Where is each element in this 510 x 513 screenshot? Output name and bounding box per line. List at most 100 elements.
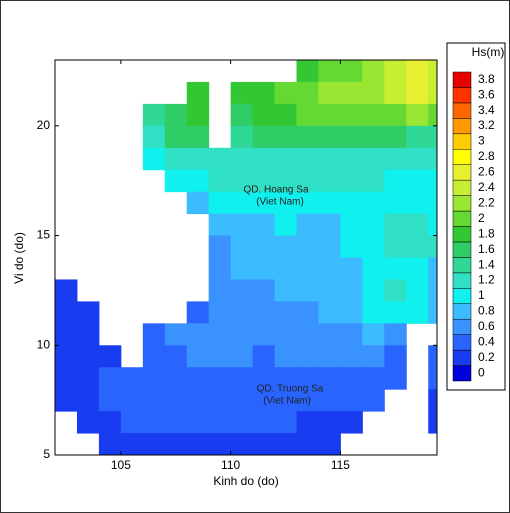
cell bbox=[164, 367, 188, 390]
cell bbox=[164, 345, 188, 368]
cell bbox=[340, 301, 363, 324]
cell bbox=[208, 191, 232, 215]
cell bbox=[296, 147, 319, 171]
cell bbox=[55, 323, 78, 346]
cell bbox=[318, 257, 341, 280]
cell bbox=[428, 301, 437, 324]
cell bbox=[230, 345, 254, 368]
cell bbox=[274, 323, 297, 346]
cell bbox=[362, 323, 385, 346]
cell bbox=[230, 279, 254, 302]
colorbar-swatch bbox=[452, 272, 472, 289]
cell bbox=[362, 60, 385, 83]
cell bbox=[186, 367, 210, 390]
cell bbox=[362, 257, 385, 280]
colorbar-swatch bbox=[452, 318, 472, 335]
cell bbox=[186, 345, 210, 368]
cell bbox=[55, 367, 78, 390]
colorbar-tick-label: 3.8 bbox=[478, 72, 495, 86]
cell bbox=[384, 81, 407, 105]
colorbar-tick-label: 3.6 bbox=[478, 87, 495, 101]
cell bbox=[384, 367, 407, 390]
cell bbox=[296, 81, 319, 105]
cell bbox=[252, 367, 276, 390]
cell bbox=[208, 169, 232, 193]
colorbar-swatch bbox=[452, 226, 472, 243]
cell bbox=[406, 103, 429, 127]
cell bbox=[208, 147, 232, 171]
cell bbox=[98, 433, 122, 455]
cell bbox=[318, 60, 341, 83]
cell bbox=[274, 81, 297, 105]
cell bbox=[208, 433, 232, 455]
cell bbox=[296, 257, 319, 280]
cell bbox=[296, 367, 319, 390]
cell bbox=[186, 323, 210, 346]
cell bbox=[274, 191, 297, 215]
cell bbox=[318, 125, 341, 149]
cell bbox=[318, 213, 341, 237]
colorbar-swatch bbox=[452, 241, 472, 258]
cell bbox=[318, 81, 341, 105]
colorbar-swatch bbox=[452, 257, 472, 274]
cell bbox=[428, 389, 437, 412]
colorbar-swatch bbox=[452, 349, 472, 366]
cell bbox=[362, 147, 385, 171]
cell bbox=[362, 345, 385, 368]
cell bbox=[296, 279, 319, 302]
cell bbox=[296, 235, 319, 258]
cell bbox=[252, 323, 276, 346]
cell bbox=[76, 301, 100, 324]
colorbar-swatch bbox=[452, 288, 472, 304]
cell bbox=[428, 147, 437, 171]
cell bbox=[406, 81, 429, 105]
cell bbox=[406, 257, 429, 280]
cell bbox=[274, 257, 297, 280]
cell bbox=[340, 125, 363, 149]
cell bbox=[252, 301, 276, 324]
cell bbox=[230, 301, 254, 324]
colorbar-swatch bbox=[452, 118, 472, 135]
y-tick-label: 5 bbox=[43, 447, 50, 461]
cell bbox=[406, 169, 429, 193]
cell bbox=[186, 103, 210, 127]
cell bbox=[340, 411, 363, 434]
cell bbox=[274, 367, 297, 390]
colorbar-tick-label: 0 bbox=[478, 365, 485, 379]
cell bbox=[362, 191, 385, 215]
cell bbox=[428, 257, 437, 280]
colorbar-tick-label: 0.2 bbox=[478, 350, 495, 364]
cell bbox=[340, 81, 363, 105]
cell bbox=[230, 191, 254, 215]
cell bbox=[318, 235, 341, 258]
cell bbox=[428, 60, 437, 83]
cell bbox=[274, 125, 297, 149]
colorbar-swatch bbox=[452, 210, 472, 227]
cell bbox=[252, 103, 276, 127]
cell bbox=[274, 279, 297, 302]
colorbar-swatch bbox=[452, 334, 472, 351]
cell bbox=[230, 389, 254, 412]
cell bbox=[406, 60, 429, 83]
colorbar-tick-label: 1.6 bbox=[478, 242, 495, 256]
cell bbox=[230, 125, 254, 149]
cell bbox=[230, 323, 254, 346]
cell bbox=[208, 389, 232, 412]
cell bbox=[142, 411, 166, 434]
colorbar-tick-label: 1.2 bbox=[478, 273, 495, 287]
colorbar-tick-label: 3.2 bbox=[478, 118, 495, 132]
cell bbox=[340, 367, 363, 390]
cell bbox=[318, 411, 341, 434]
cell bbox=[208, 323, 232, 346]
cell bbox=[384, 103, 407, 127]
cell bbox=[164, 411, 188, 434]
colorbar-tick-label: 0.8 bbox=[478, 304, 495, 318]
cell bbox=[230, 257, 254, 280]
cell bbox=[274, 389, 297, 412]
cell bbox=[318, 279, 341, 302]
cell bbox=[252, 433, 276, 455]
cell bbox=[142, 345, 166, 368]
cell bbox=[362, 213, 385, 237]
colorbar-tick-label: 3.4 bbox=[478, 103, 495, 117]
